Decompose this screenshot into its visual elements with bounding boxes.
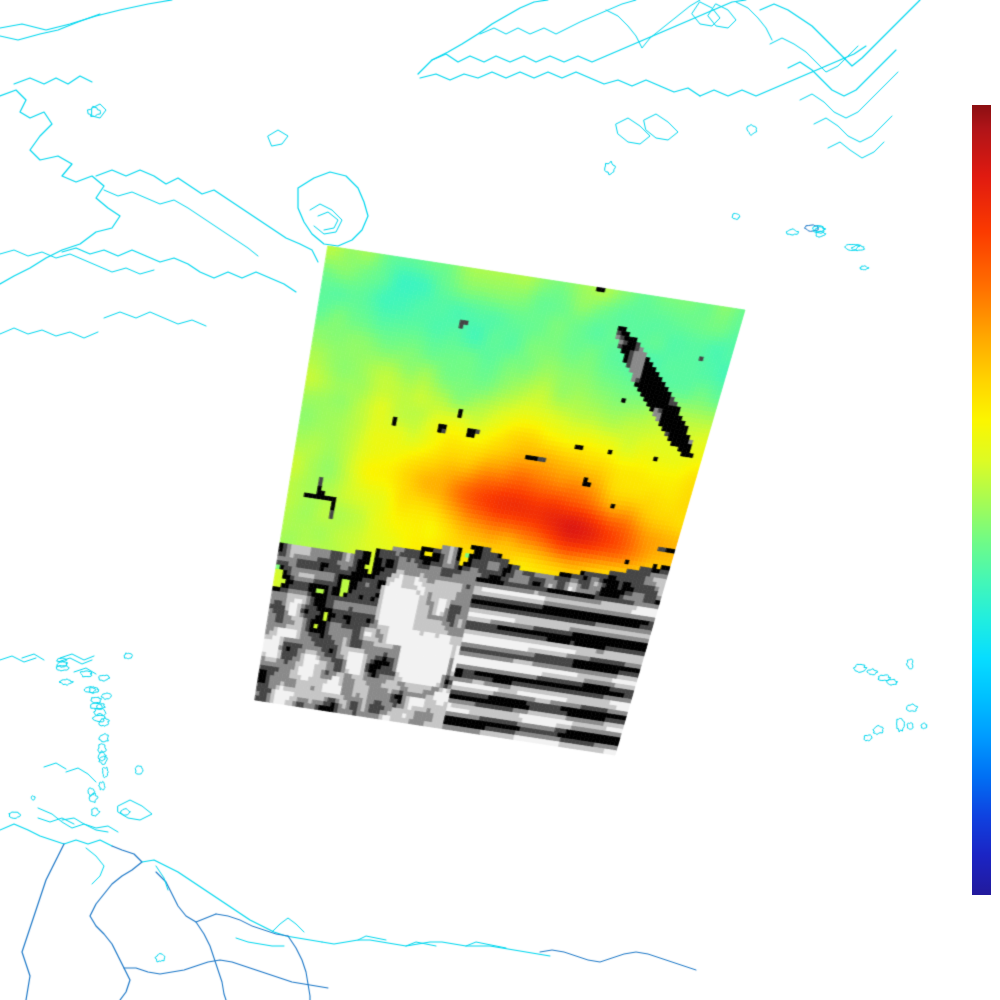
- colorbar: [972, 105, 991, 895]
